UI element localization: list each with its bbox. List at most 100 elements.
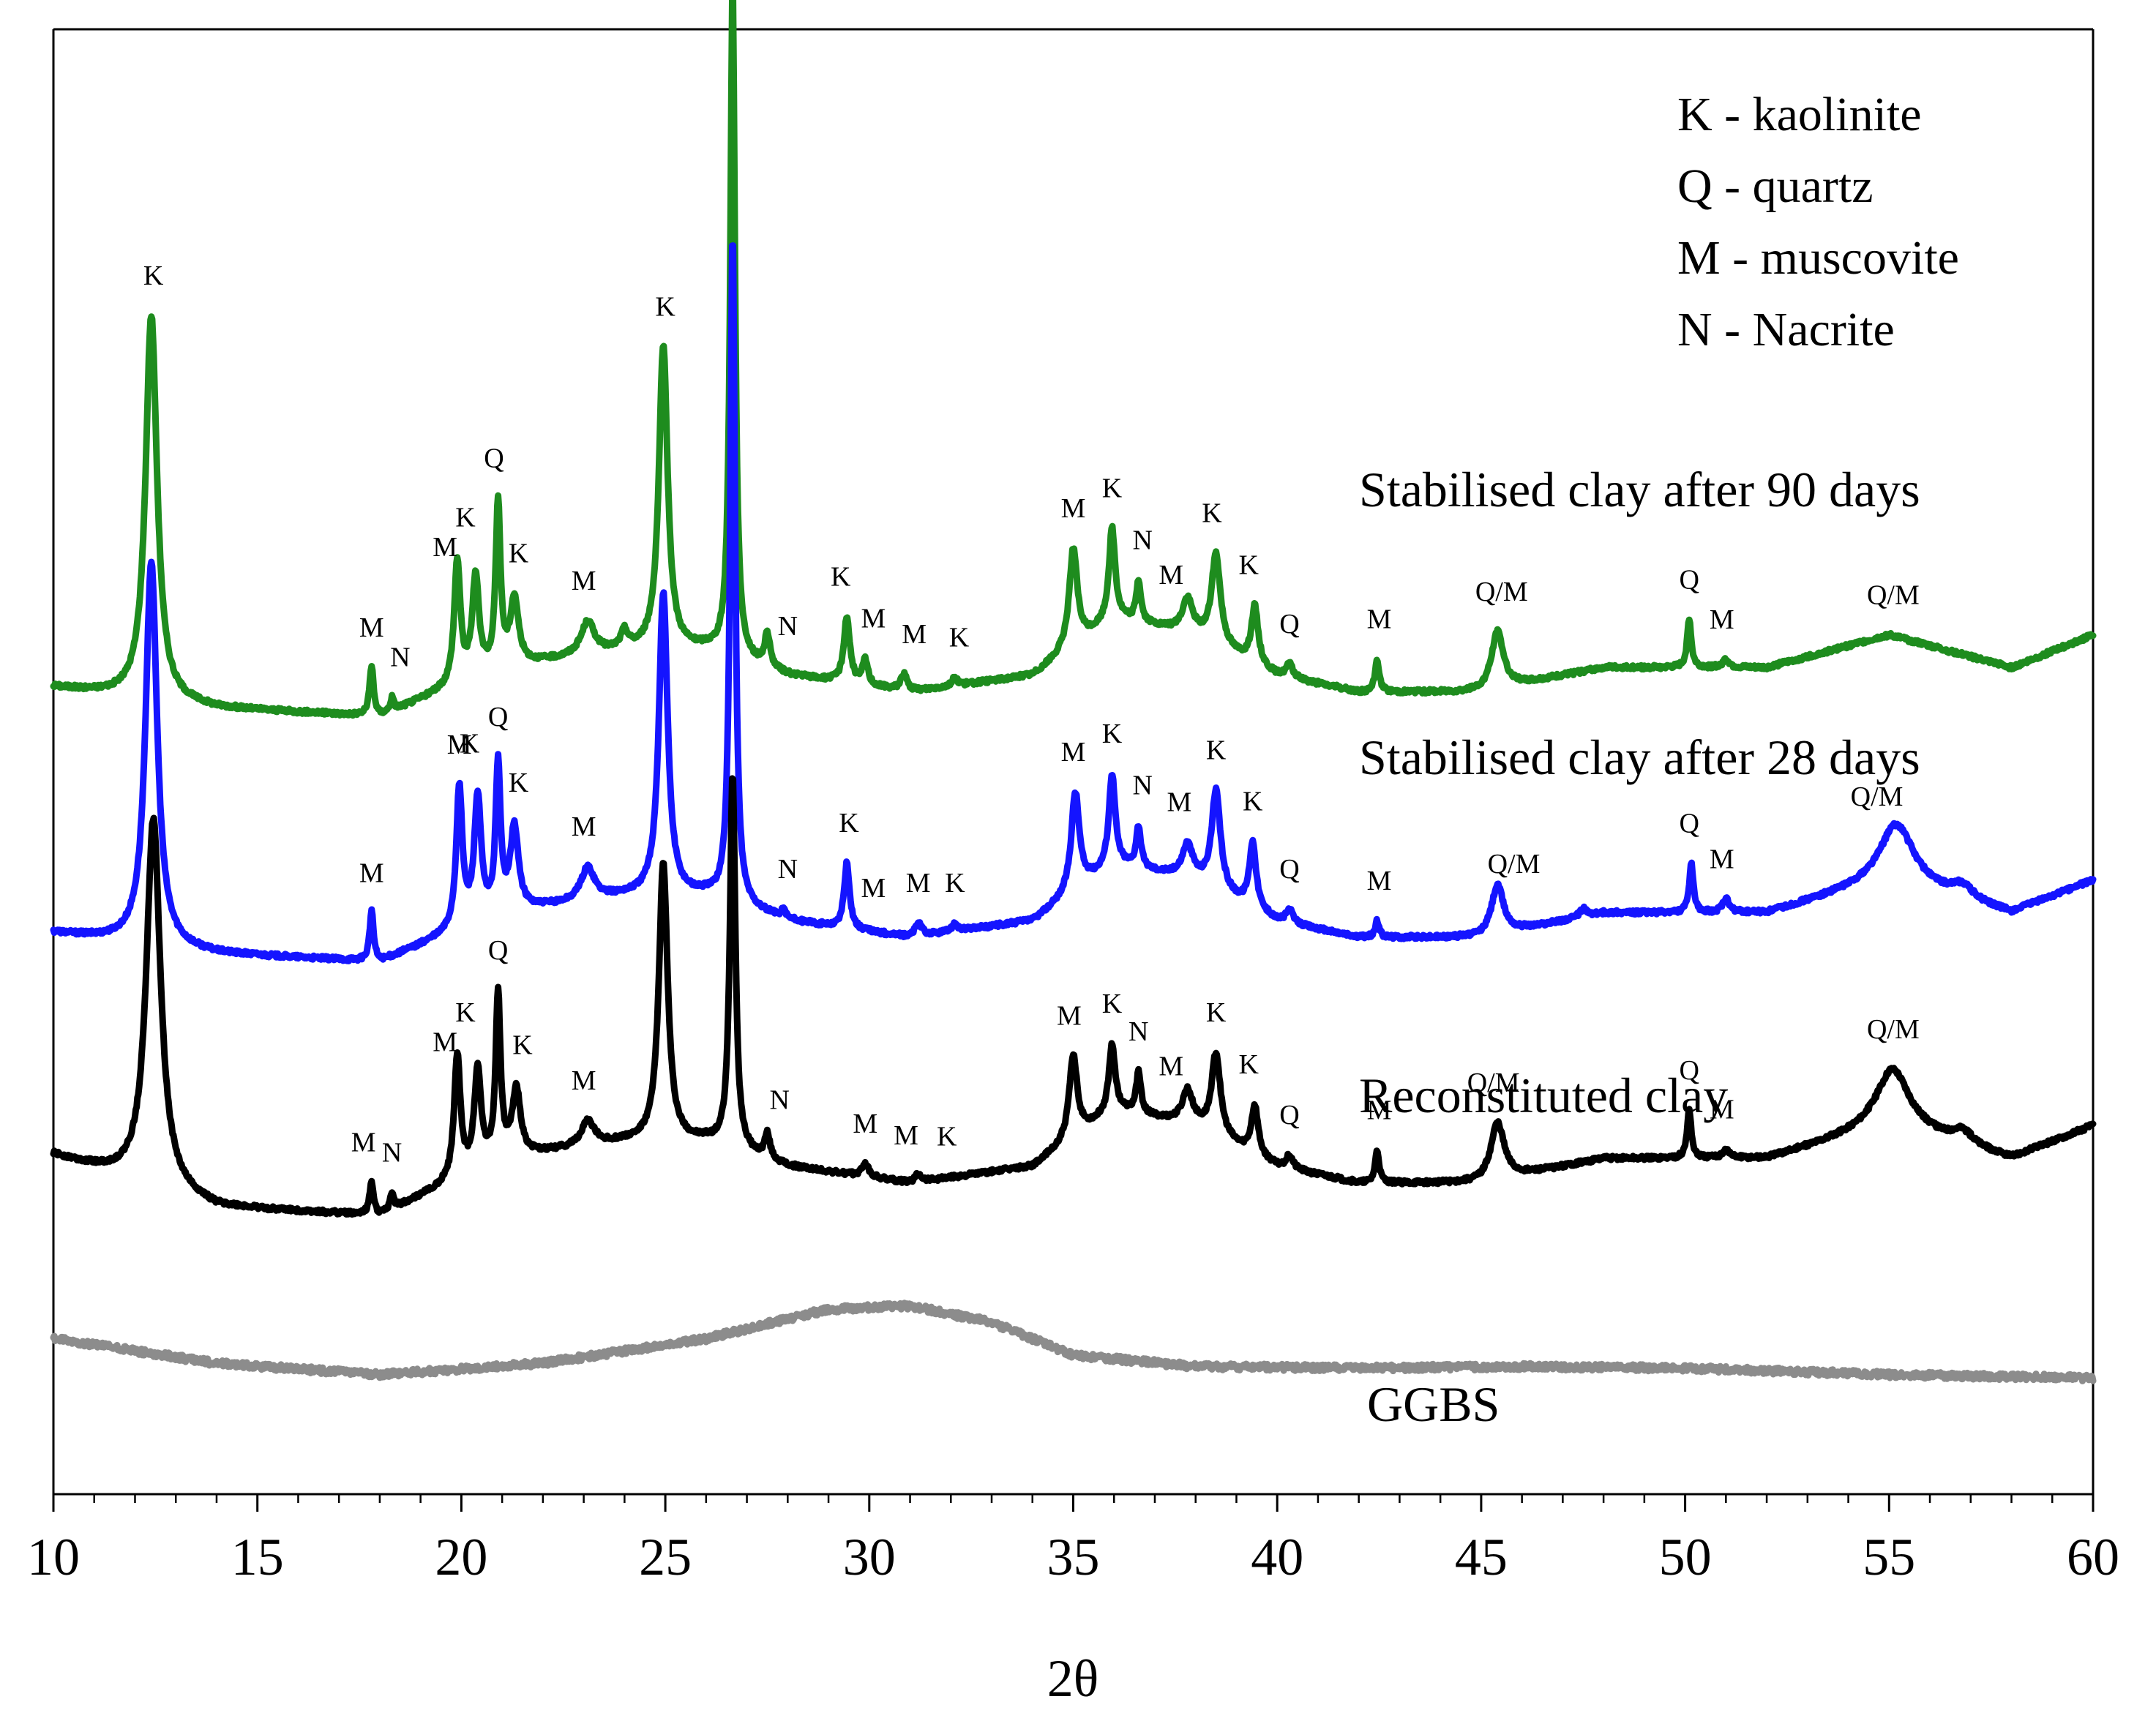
peak-label: N <box>1128 1016 1148 1047</box>
x-tick-label: 15 <box>231 1528 284 1586</box>
x-tick-label: 40 <box>1251 1528 1303 1586</box>
peak-label: M <box>359 858 384 889</box>
peak-label: K <box>455 997 476 1028</box>
peak-label: N <box>390 642 410 672</box>
peak-label: M <box>1159 1051 1183 1081</box>
peak-labels: KMNMKQKMKQNKMMKMKNMKKQMQ/MQMQ/MMMKQKMNKM… <box>143 260 1920 1169</box>
peak-label: M <box>1367 1095 1392 1125</box>
series-line-ggbs <box>50 1300 2097 1384</box>
peak-label: K <box>1243 787 1263 817</box>
peak-label: N <box>778 854 798 885</box>
x-tick-label: 45 <box>1455 1528 1508 1586</box>
x-tick-label: 25 <box>639 1528 692 1586</box>
peak-label: M <box>351 1128 376 1158</box>
peak-label: K <box>839 808 859 839</box>
x-tick-label: 50 <box>1659 1528 1712 1586</box>
peak-label: N <box>778 611 798 642</box>
x-tick-label: 35 <box>1047 1528 1100 1586</box>
peak-label: M <box>447 730 472 760</box>
peak-label: K <box>1102 989 1123 1019</box>
peak-label: M <box>861 873 886 904</box>
x-tick-label: 30 <box>843 1528 896 1586</box>
peak-label: K <box>512 1030 533 1061</box>
peak-label: M <box>894 1120 918 1151</box>
x-tick-label: 55 <box>1863 1528 1915 1586</box>
peak-label: Q <box>1279 1100 1299 1131</box>
peak-label: M <box>902 619 927 650</box>
x-axis-title: 2θ <box>1047 1649 1099 1708</box>
peak-label: M <box>572 566 596 596</box>
peak-label: Q/M <box>1475 577 1528 607</box>
peak-label: N <box>769 1085 789 1116</box>
peak-label: K <box>1206 735 1227 766</box>
peak-label: K <box>455 503 476 533</box>
peak-label: M <box>359 612 384 643</box>
peak-label: M <box>1367 604 1392 634</box>
peak-label: M <box>906 868 931 899</box>
series-label-reconstituted-clay: Reconstituted clay <box>1359 1068 1728 1123</box>
series-line-reconstituted-clay <box>50 775 2097 1218</box>
series-line-stabilised-clay-after-28-days <box>50 242 2097 964</box>
plot-frame <box>52 28 2095 1496</box>
peak-label: K <box>1202 498 1222 529</box>
legend-entry: N - Nacrite <box>1677 303 1895 356</box>
peak-label: K <box>509 768 529 798</box>
peak-label: M <box>1061 493 1086 524</box>
legend-entry: K - kaolinite <box>1677 88 1922 141</box>
peak-label: Q/M <box>1851 781 1904 812</box>
peak-label: Q <box>1679 565 1699 596</box>
peak-label: M <box>1710 844 1734 875</box>
series-labels: Stabilised clay after 90 days Stabilised … <box>1359 462 1920 1432</box>
peak-label: Q <box>1279 609 1299 640</box>
peak-label: K <box>143 260 164 291</box>
series-line-stabilised-clay-after-90-days <box>50 0 2097 719</box>
peak-label: M <box>433 1027 457 1057</box>
peak-label: K <box>1238 1049 1259 1080</box>
peak-label: K <box>945 868 965 899</box>
peak-label: N <box>1133 770 1153 801</box>
peak-label: Q <box>1679 809 1699 839</box>
peak-label: Q/M <box>1488 849 1541 880</box>
legend-entry: Q - quartz <box>1677 160 1874 213</box>
peak-label: K <box>949 623 970 653</box>
series-lines <box>50 0 2097 1384</box>
peak-label: K <box>1238 550 1259 581</box>
peak-label: M <box>1710 1095 1734 1125</box>
peak-label: K <box>460 728 480 759</box>
peak-label: Q/M <box>1867 580 1920 611</box>
peak-label: M <box>1159 560 1183 590</box>
peak-label: Q <box>484 443 504 474</box>
peak-label: Q <box>1679 1055 1699 1086</box>
peak-label: K <box>831 561 851 592</box>
legend: K - kaolinite Q - quartz M - muscovite N - … <box>1677 88 1959 356</box>
peak-label: M <box>572 1065 596 1096</box>
peak-label: K <box>655 291 675 322</box>
peak-label: M <box>861 604 886 634</box>
peak-label: Q <box>1279 854 1299 885</box>
x-tick-label: 60 <box>2067 1528 2119 1586</box>
peak-label: M <box>1057 1000 1082 1031</box>
legend-entry: M - muscovite <box>1677 231 1959 285</box>
peak-label: N <box>1133 525 1153 555</box>
peak-label: M <box>572 811 596 842</box>
peak-label: Q <box>488 702 508 732</box>
x-ticks: 10 15 20 25 30 35 40 45 50 55 60 <box>27 1494 2119 1586</box>
peak-label: Q/M <box>1867 1014 1920 1045</box>
peak-label: M <box>853 1109 877 1139</box>
peak-label: M <box>433 532 457 563</box>
peak-label: M <box>1167 787 1192 818</box>
peak-label: M <box>1710 604 1734 635</box>
peak-label: M <box>1367 866 1392 896</box>
peak-label: K <box>509 539 529 569</box>
series-label-stabilised-clay-after-28-days: Stabilised clay after 28 days <box>1359 730 1920 785</box>
peak-label: K <box>1206 997 1227 1028</box>
peak-label: K <box>1102 719 1123 749</box>
series-label-ggbs: GGBS <box>1367 1376 1500 1432</box>
x-tick-label: 20 <box>435 1528 487 1586</box>
peak-label: Q/M <box>1467 1068 1520 1098</box>
peak-label: Q <box>488 935 508 966</box>
x-tick-label: 10 <box>27 1528 80 1586</box>
peak-label: K <box>1102 473 1123 504</box>
peak-label: N <box>382 1137 402 1168</box>
